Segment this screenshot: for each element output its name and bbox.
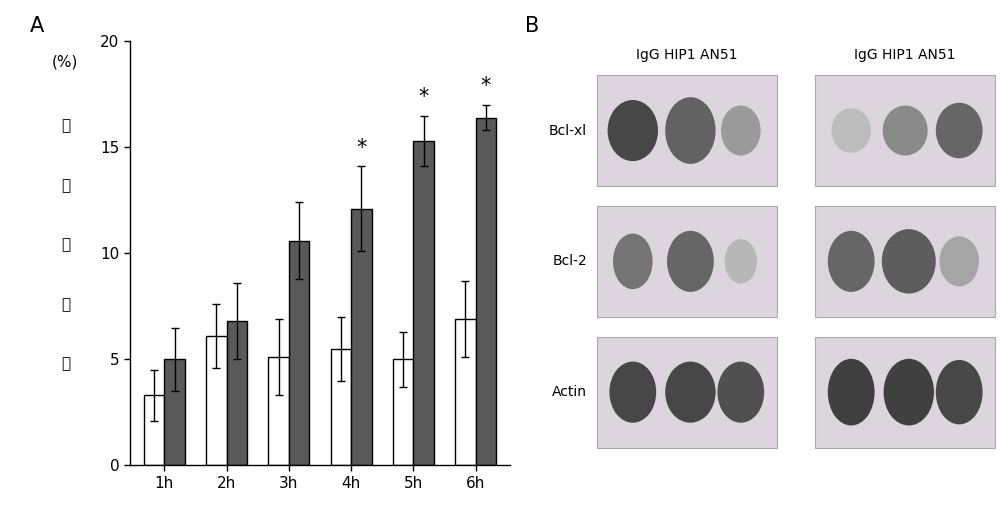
Bar [227, 321, 247, 465]
Bar [206, 336, 227, 465]
Ellipse shape [936, 103, 983, 158]
Ellipse shape [608, 100, 658, 161]
FancyBboxPatch shape [597, 206, 777, 317]
Ellipse shape [884, 359, 934, 425]
Bar [476, 118, 496, 465]
FancyBboxPatch shape [597, 337, 777, 448]
Bar [144, 396, 164, 465]
Text: 板: 板 [61, 237, 70, 252]
Ellipse shape [717, 361, 764, 423]
Text: *: * [419, 87, 429, 107]
FancyBboxPatch shape [815, 206, 995, 317]
Ellipse shape [883, 105, 928, 156]
Bar [331, 348, 351, 465]
Ellipse shape [882, 229, 936, 294]
Bar [413, 141, 434, 465]
Text: Bcl-2: Bcl-2 [552, 254, 587, 268]
Ellipse shape [725, 239, 757, 283]
Bar [351, 209, 372, 465]
Ellipse shape [665, 361, 716, 423]
Text: 小: 小 [61, 178, 70, 193]
Bar [455, 319, 476, 465]
Text: Bcl-xl: Bcl-xl [549, 124, 587, 138]
FancyBboxPatch shape [815, 337, 995, 448]
FancyBboxPatch shape [815, 75, 995, 186]
Text: *: * [356, 138, 367, 158]
Bar [268, 357, 289, 465]
Bar [289, 240, 309, 465]
Ellipse shape [665, 97, 716, 164]
Text: 亡: 亡 [61, 356, 70, 371]
Ellipse shape [613, 234, 653, 289]
Text: 调: 调 [61, 297, 70, 312]
Bar [164, 359, 185, 465]
Ellipse shape [828, 231, 875, 292]
Text: IgG HIP1 AN51: IgG HIP1 AN51 [854, 48, 956, 62]
Text: *: * [481, 77, 491, 97]
Ellipse shape [939, 236, 979, 286]
Text: 血: 血 [61, 118, 70, 134]
Ellipse shape [831, 108, 871, 153]
Ellipse shape [609, 361, 656, 423]
Text: (%): (%) [52, 54, 79, 69]
Text: A: A [30, 16, 44, 36]
Ellipse shape [667, 231, 714, 292]
Bar [393, 359, 413, 465]
Text: Actin: Actin [552, 385, 587, 399]
Ellipse shape [721, 105, 761, 156]
Ellipse shape [936, 360, 983, 424]
Text: IgG HIP1 AN51: IgG HIP1 AN51 [636, 48, 738, 62]
FancyBboxPatch shape [597, 75, 777, 186]
Ellipse shape [828, 359, 875, 425]
Text: B: B [525, 16, 539, 36]
